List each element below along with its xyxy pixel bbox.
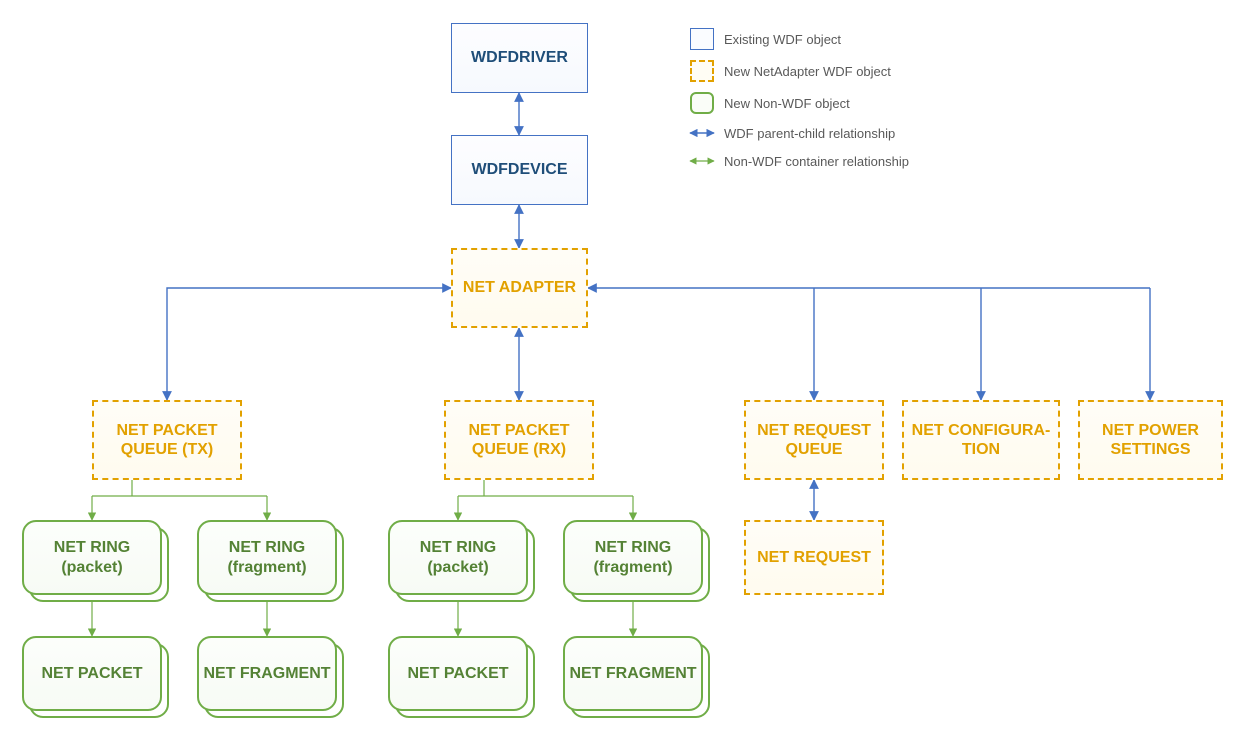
- node-config: NET CONFIGURA-TION: [902, 400, 1060, 480]
- legend-label-3: WDF parent-child relationship: [724, 126, 895, 141]
- legend-swatch-blue-box: [690, 28, 714, 50]
- node-req_queue: NET REQUEST QUEUE: [744, 400, 884, 480]
- node-ring_pkt_tx: NET RING (packet): [22, 520, 162, 595]
- node-power: NET POWER SETTINGS: [1078, 400, 1223, 480]
- legend-swatch-orange-box: [690, 60, 714, 82]
- node-net_request: NET REQUEST: [744, 520, 884, 595]
- node-label-ring_pkt_tx: NET RING (packet): [28, 538, 156, 576]
- node-ring_frag_tx: NET RING (fragment): [197, 520, 337, 595]
- legend-label-4: Non-WDF container relationship: [724, 154, 909, 169]
- node-pq_rx: NET PACKET QUEUE (RX): [444, 400, 594, 480]
- node-label-netadapter: NET ADAPTER: [463, 278, 576, 297]
- node-label-req_queue: NET REQUEST QUEUE: [750, 421, 878, 459]
- legend-label-0: Existing WDF object: [724, 32, 841, 47]
- edges-layer: [0, 0, 1243, 739]
- node-label-config: NET CONFIGURA-TION: [908, 421, 1054, 459]
- node-label-power: NET POWER SETTINGS: [1084, 421, 1217, 459]
- node-ring_pkt_rx: NET RING (packet): [388, 520, 528, 595]
- node-pq_tx: NET PACKET QUEUE (TX): [92, 400, 242, 480]
- node-wdfdevice: WDFDEVICE: [451, 135, 588, 205]
- legend-swatch-green-arrow: [686, 152, 718, 170]
- node-label-pq_tx: NET PACKET QUEUE (TX): [98, 421, 236, 459]
- node-label-ring_frag_tx: NET RING (fragment): [203, 538, 331, 576]
- node-net_frag_tx: NET FRAGMENT: [197, 636, 337, 711]
- node-netadapter: NET ADAPTER: [451, 248, 588, 328]
- legend-swatch-blue-arrow: [686, 124, 718, 142]
- node-label-wdfdevice: WDFDEVICE: [472, 160, 568, 179]
- node-label-net_request: NET REQUEST: [757, 548, 871, 567]
- node-label-wdfdriver: WDFDRIVER: [471, 48, 568, 67]
- node-net_packet_tx: NET PACKET: [22, 636, 162, 711]
- legend-swatch-green-box: [690, 92, 714, 114]
- node-label-net_packet_tx: NET PACKET: [41, 664, 142, 683]
- node-label-net_frag_tx: NET FRAGMENT: [203, 664, 330, 683]
- node-label-pq_rx: NET PACKET QUEUE (RX): [450, 421, 588, 459]
- node-ring_frag_rx: NET RING (fragment): [563, 520, 703, 595]
- node-label-net_frag_rx: NET FRAGMENT: [569, 664, 696, 683]
- node-label-ring_pkt_rx: NET RING (packet): [394, 538, 522, 576]
- edge-netadapter-pq_tx-0: [167, 288, 451, 400]
- legend-label-2: New Non-WDF object: [724, 96, 850, 111]
- node-wdfdriver: WDFDRIVER: [451, 23, 588, 93]
- node-label-net_packet_rx: NET PACKET: [407, 664, 508, 683]
- legend-label-1: New NetAdapter WDF object: [724, 64, 891, 79]
- node-net_frag_rx: NET FRAGMENT: [563, 636, 703, 711]
- diagram-canvas: Existing WDF object New NetAdapter WDF o…: [0, 0, 1243, 739]
- node-label-ring_frag_rx: NET RING (fragment): [569, 538, 697, 576]
- node-net_packet_rx: NET PACKET: [388, 636, 528, 711]
